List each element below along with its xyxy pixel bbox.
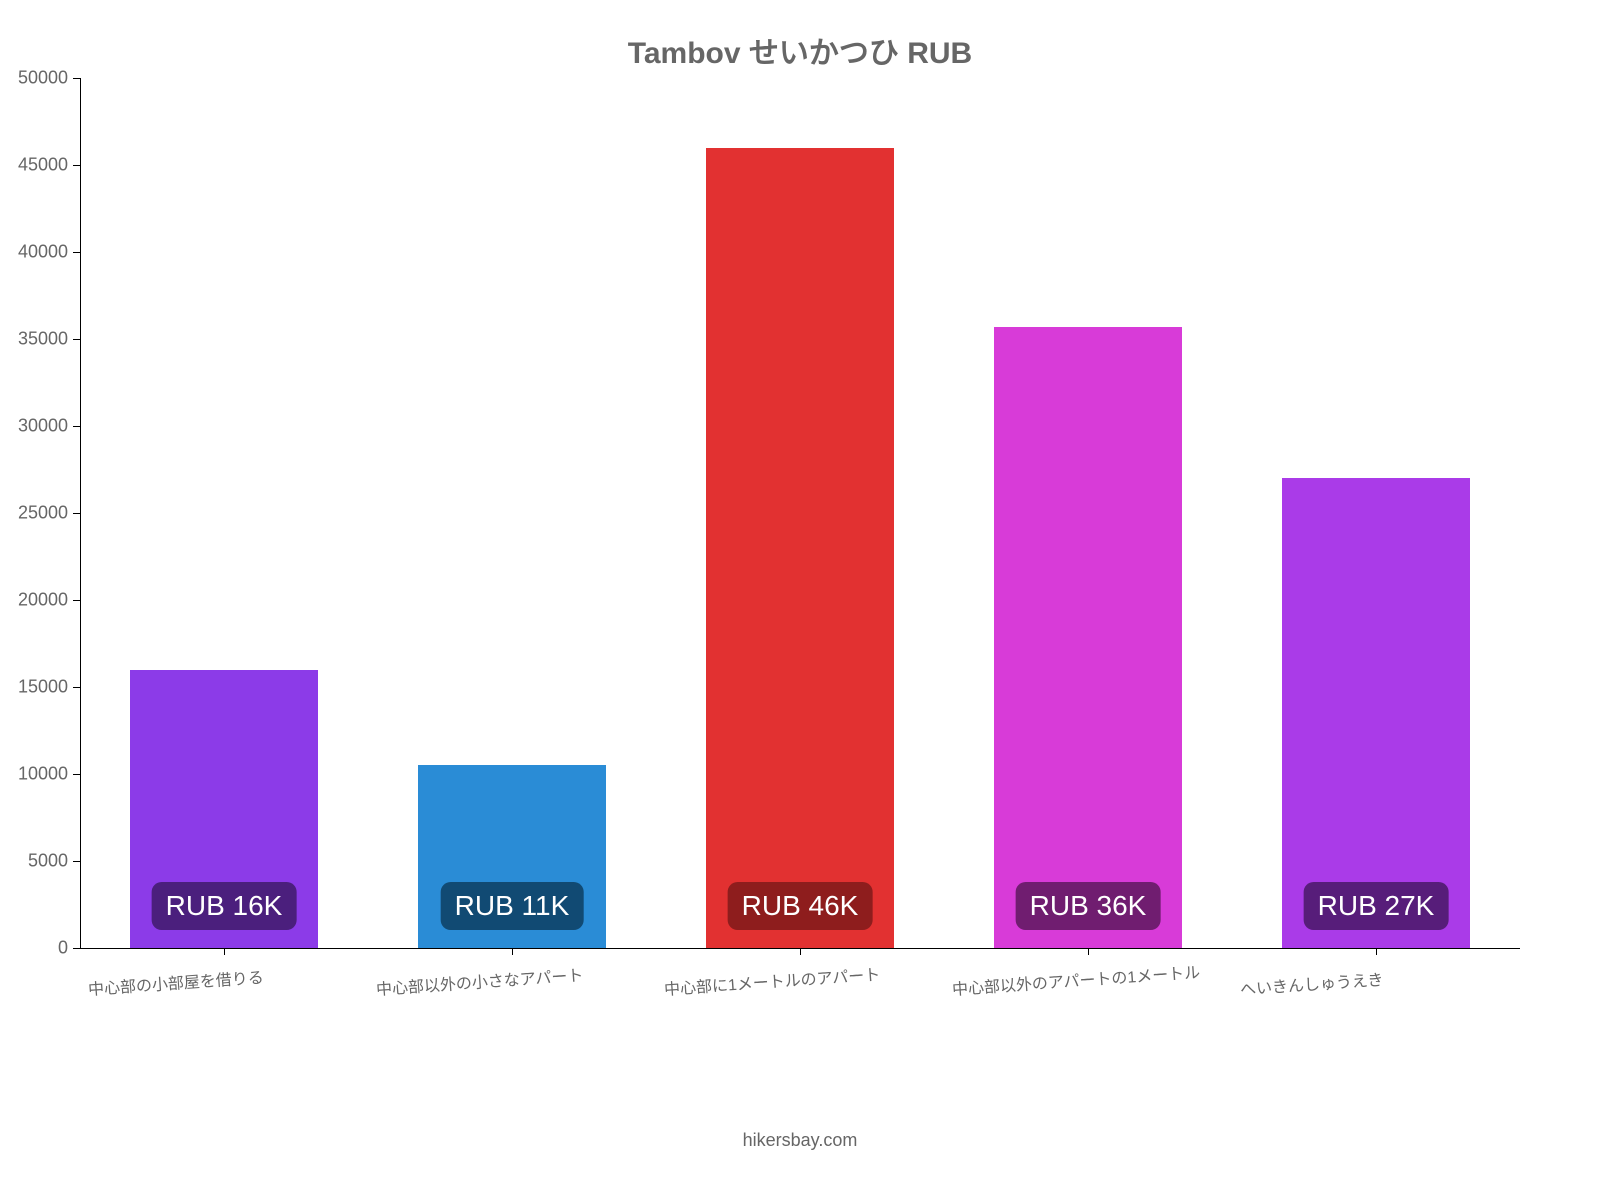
y-tick-label: 0: [0, 938, 68, 959]
y-axis-line: [80, 78, 81, 948]
bar-value-badge: RUB 36K: [1016, 882, 1161, 930]
bar-value-badge: RUB 27K: [1304, 882, 1449, 930]
x-tick-label: へいきんしゅうえき: [1239, 966, 1384, 1000]
bar-value-badge: RUB 46K: [728, 882, 873, 930]
y-tick: [73, 252, 80, 253]
bar: RUB 16K: [130, 670, 317, 948]
y-tick: [73, 165, 80, 166]
bar: RUB 11K: [418, 765, 605, 948]
chart-title: Tambov せいかつひ RUB: [0, 28, 1600, 72]
bar: RUB 27K: [1282, 478, 1469, 948]
y-tick: [73, 948, 80, 949]
x-tick: [224, 948, 225, 955]
x-tick: [800, 948, 801, 955]
y-tick-label: 5000: [0, 851, 68, 872]
x-tick: [1088, 948, 1089, 955]
y-tick-label: 25000: [0, 503, 68, 524]
y-tick: [73, 600, 80, 601]
y-tick-label: 40000: [0, 242, 68, 263]
y-tick-label: 30000: [0, 416, 68, 437]
y-tick: [73, 861, 80, 862]
x-tick-label: 中心部以外のアパートの1メートル: [951, 959, 1201, 1000]
x-tick: [512, 948, 513, 955]
x-tick-label: 中心部に1メートルのアパート: [663, 961, 881, 1000]
y-tick: [73, 339, 80, 340]
x-tick-label: 中心部の小部屋を借りる: [87, 964, 264, 1000]
bar-value-badge: RUB 16K: [152, 882, 297, 930]
bar-value-badge: RUB 11K: [441, 882, 584, 930]
chart-container: Tambov せいかつひ RUB hikersbay.com 0 5000 1000…: [0, 0, 1600, 1200]
y-tick-label: 10000: [0, 764, 68, 785]
y-tick-label: 20000: [0, 590, 68, 611]
y-tick: [73, 687, 80, 688]
y-tick: [73, 774, 80, 775]
y-tick-label: 45000: [0, 155, 68, 176]
bar: RUB 46K: [706, 148, 893, 948]
attribution-text: hikersbay.com: [0, 1130, 1600, 1151]
x-tick-label: 中心部以外の小さなアパート: [375, 962, 584, 1000]
y-tick-label: 50000: [0, 68, 68, 89]
y-tick: [73, 513, 80, 514]
y-tick-label: 35000: [0, 329, 68, 350]
y-tick: [73, 426, 80, 427]
y-tick: [73, 78, 80, 79]
y-tick-label: 15000: [0, 677, 68, 698]
bar: RUB 36K: [994, 327, 1181, 948]
x-tick: [1376, 948, 1377, 955]
